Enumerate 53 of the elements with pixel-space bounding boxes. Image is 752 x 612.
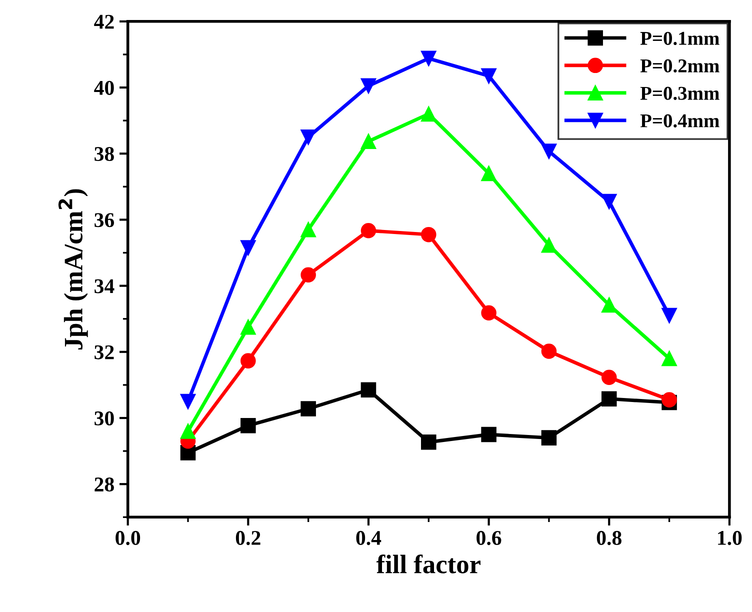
point bbox=[360, 222, 376, 238]
point bbox=[421, 50, 436, 66]
point bbox=[601, 194, 617, 210]
point bbox=[541, 144, 557, 159]
x-tick-label: 0.8 bbox=[596, 530, 622, 546]
point bbox=[300, 222, 316, 238]
point bbox=[662, 308, 677, 324]
legend-label: P=0.4mm bbox=[640, 114, 720, 128]
point bbox=[421, 106, 436, 122]
x-tick-label: 0.2 bbox=[236, 530, 260, 546]
x-tick-label: 0.4 bbox=[356, 530, 382, 546]
point bbox=[601, 297, 617, 313]
point bbox=[360, 134, 376, 150]
point bbox=[240, 353, 256, 368]
point bbox=[240, 418, 256, 434]
point bbox=[601, 370, 617, 385]
y-tick-label: 30 bbox=[94, 411, 114, 426]
point bbox=[300, 267, 316, 283]
point bbox=[662, 392, 677, 408]
x-tick-label: 1.0 bbox=[718, 530, 742, 546]
y-tick-label: 36 bbox=[94, 213, 114, 228]
point bbox=[541, 238, 557, 253]
point bbox=[481, 426, 496, 442]
point bbox=[601, 391, 617, 406]
point bbox=[481, 166, 496, 182]
y-tick-label: 34 bbox=[94, 279, 114, 294]
point bbox=[541, 430, 557, 446]
y-axis-title: Jph (mA/cm$^{2}$) bbox=[58, 189, 88, 350]
point bbox=[180, 424, 196, 439]
point bbox=[481, 305, 496, 321]
point bbox=[240, 319, 256, 335]
point bbox=[662, 350, 677, 366]
x-tick-label: 0.0 bbox=[116, 530, 140, 546]
point bbox=[541, 344, 557, 359]
point bbox=[360, 382, 376, 398]
point bbox=[481, 68, 496, 84]
point bbox=[421, 434, 436, 450]
point bbox=[300, 401, 316, 416]
y-tick-label: 42 bbox=[94, 14, 114, 29]
y-tick-label: 40 bbox=[94, 80, 114, 95]
point bbox=[360, 78, 376, 94]
point bbox=[240, 240, 256, 256]
x-axis-title: fill factor bbox=[376, 554, 480, 574]
point bbox=[421, 226, 436, 242]
point bbox=[180, 394, 196, 410]
x-tick-label: 0.6 bbox=[476, 530, 502, 546]
point bbox=[300, 129, 316, 145]
y-tick-label: 32 bbox=[94, 345, 114, 360]
legend-label: P=0.3mm bbox=[640, 86, 720, 100]
legend-label: P=0.2mm bbox=[640, 59, 720, 73]
y-tick-label: 38 bbox=[94, 146, 114, 162]
y-tick-label: 28 bbox=[94, 477, 114, 492]
legend-label: P=0.1mm bbox=[640, 32, 720, 46]
